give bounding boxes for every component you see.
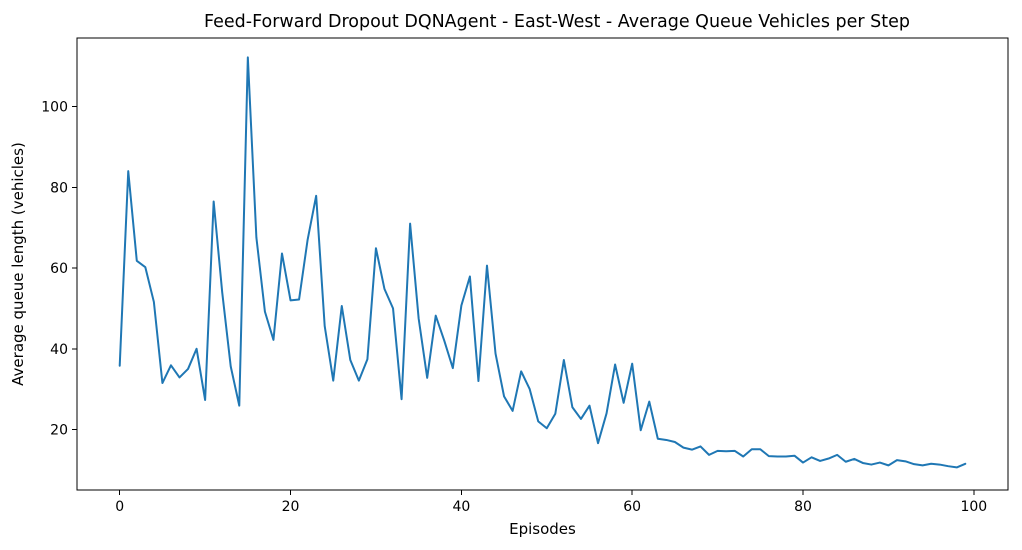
x-tick-label: 80 — [794, 499, 812, 515]
x-tick-label: 20 — [282, 499, 300, 515]
plot-frame — [76, 37, 1009, 491]
y-tick-label: 100 — [41, 100, 68, 116]
x-tick-label: 40 — [452, 499, 470, 515]
series-line-0 — [118, 56, 967, 469]
x-tick-label: 100 — [960, 499, 987, 515]
y-tick-label: 40 — [50, 342, 68, 358]
x-tick-label: 0 — [115, 499, 124, 515]
y-axis: 20 40 60 80 100 — [41, 100, 77, 438]
series-layer — [118, 56, 967, 469]
chart-title: Feed-Forward Dropout DQNAgent - East-Wes… — [204, 12, 910, 32]
y-tick-label: 60 — [50, 261, 68, 277]
plot-area: 0 20 40 60 80 100 20 40 60 80 100 — [41, 37, 1009, 515]
y-tick-label: 20 — [50, 422, 68, 438]
y-tick-label: 80 — [50, 180, 68, 196]
y-axis-label: Average queue length (vehicles) — [9, 142, 27, 386]
x-axis: 0 20 40 60 80 100 — [115, 490, 987, 515]
x-axis-label: Episodes — [509, 520, 576, 538]
x-tick-label: 60 — [623, 499, 641, 515]
